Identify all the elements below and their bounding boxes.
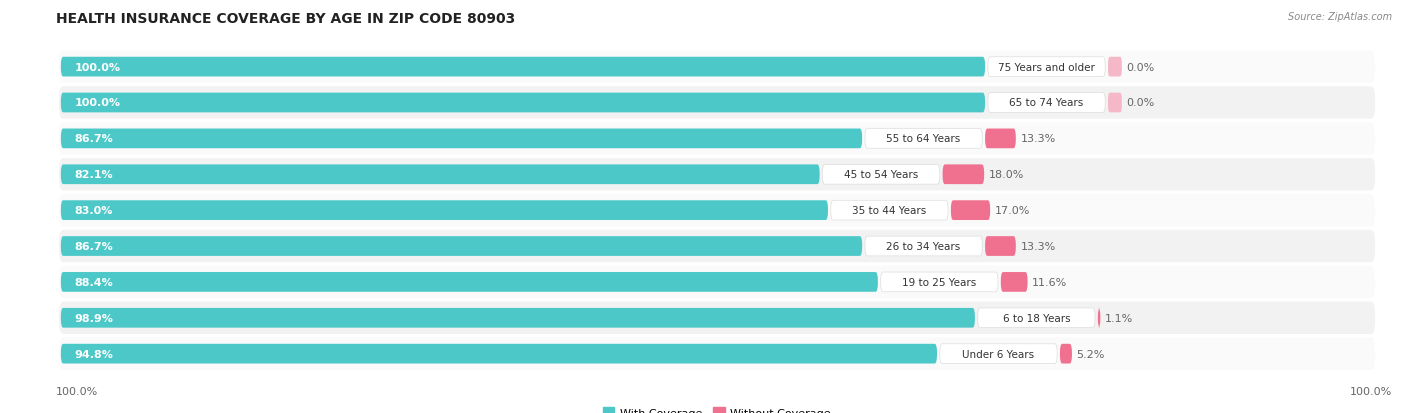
FancyBboxPatch shape [1108,57,1122,77]
FancyBboxPatch shape [60,165,820,185]
Text: 13.3%: 13.3% [1021,242,1056,252]
Text: 94.8%: 94.8% [75,349,114,359]
Text: 100.0%: 100.0% [56,387,98,396]
FancyBboxPatch shape [59,87,1375,119]
Text: 100.0%: 100.0% [75,98,121,108]
FancyBboxPatch shape [60,344,936,363]
Text: 83.0%: 83.0% [75,206,112,216]
Text: 35 to 44 Years: 35 to 44 Years [852,206,927,216]
FancyBboxPatch shape [60,308,974,328]
Text: 1.1%: 1.1% [1105,313,1133,323]
FancyBboxPatch shape [60,129,862,149]
FancyBboxPatch shape [950,201,990,221]
Text: 18.0%: 18.0% [988,170,1024,180]
Text: 5.2%: 5.2% [1077,349,1105,359]
FancyBboxPatch shape [59,123,1375,155]
FancyBboxPatch shape [942,165,984,185]
FancyBboxPatch shape [986,129,1015,149]
FancyBboxPatch shape [988,93,1105,113]
Text: 11.6%: 11.6% [1032,277,1067,287]
FancyBboxPatch shape [1098,308,1101,328]
Text: 45 to 54 Years: 45 to 54 Years [844,170,918,180]
Legend: With Coverage, Without Coverage: With Coverage, Without Coverage [599,403,835,413]
FancyBboxPatch shape [59,159,1375,191]
FancyBboxPatch shape [986,237,1015,256]
FancyBboxPatch shape [1001,273,1028,292]
FancyBboxPatch shape [1060,344,1071,363]
FancyBboxPatch shape [865,129,983,149]
FancyBboxPatch shape [823,165,939,185]
Text: HEALTH INSURANCE COVERAGE BY AGE IN ZIP CODE 80903: HEALTH INSURANCE COVERAGE BY AGE IN ZIP … [56,12,516,26]
FancyBboxPatch shape [60,237,862,256]
Text: 19 to 25 Years: 19 to 25 Years [903,277,976,287]
Text: 17.0%: 17.0% [995,206,1031,216]
FancyBboxPatch shape [831,201,948,221]
Text: 0.0%: 0.0% [1126,98,1154,108]
Text: 0.0%: 0.0% [1126,62,1154,72]
FancyBboxPatch shape [59,230,1375,263]
FancyBboxPatch shape [1108,93,1122,113]
FancyBboxPatch shape [60,201,828,221]
FancyBboxPatch shape [939,344,1057,363]
FancyBboxPatch shape [59,302,1375,334]
FancyBboxPatch shape [865,237,983,256]
Text: Source: ZipAtlas.com: Source: ZipAtlas.com [1288,12,1392,22]
FancyBboxPatch shape [988,57,1105,77]
Text: 88.4%: 88.4% [75,277,114,287]
FancyBboxPatch shape [59,51,1375,83]
Text: 55 to 64 Years: 55 to 64 Years [887,134,960,144]
Text: 82.1%: 82.1% [75,170,114,180]
FancyBboxPatch shape [60,273,877,292]
FancyBboxPatch shape [59,338,1375,370]
Text: 6 to 18 Years: 6 to 18 Years [1002,313,1070,323]
Text: 86.7%: 86.7% [75,242,114,252]
Text: 65 to 74 Years: 65 to 74 Years [1010,98,1084,108]
FancyBboxPatch shape [59,266,1375,298]
Text: 75 Years and older: 75 Years and older [998,62,1095,72]
FancyBboxPatch shape [977,308,1095,328]
Text: 13.3%: 13.3% [1021,134,1056,144]
Text: 100.0%: 100.0% [1350,387,1392,396]
Text: 26 to 34 Years: 26 to 34 Years [887,242,960,252]
FancyBboxPatch shape [59,195,1375,227]
FancyBboxPatch shape [60,93,986,113]
Text: 98.9%: 98.9% [75,313,114,323]
Text: 100.0%: 100.0% [75,62,121,72]
Text: Under 6 Years: Under 6 Years [963,349,1035,359]
FancyBboxPatch shape [60,57,986,77]
FancyBboxPatch shape [880,273,998,292]
Text: 86.7%: 86.7% [75,134,114,144]
